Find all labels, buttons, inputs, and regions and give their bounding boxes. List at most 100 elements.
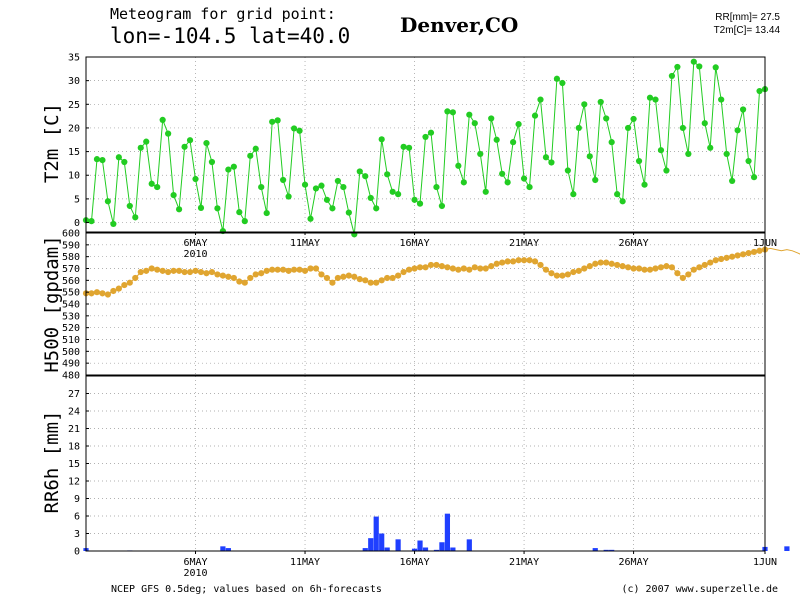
h500-data-point [427, 261, 435, 269]
y-tick-label: 15 [68, 147, 80, 158]
x-tick-label: 11MAY [290, 238, 320, 249]
h500-data-point [400, 268, 407, 276]
x-tick-label: 21MAY [509, 557, 539, 568]
t2m-data-point [433, 183, 440, 191]
h500-data-point [416, 264, 424, 271]
h500-data-point [285, 267, 292, 274]
h500-data-point [93, 289, 101, 296]
footer-copyright: (c) 2007 www.superzelle.de [621, 584, 778, 595]
axes-layer: 0510152025303548049050051052053054055056… [62, 53, 777, 580]
h500-axis-label: H500 [gpdam] [41, 235, 63, 372]
rr-bar [362, 548, 368, 551]
x-tick-label: 16MAY [399, 557, 429, 568]
h500-data-point [712, 257, 719, 264]
t2m-data-point [553, 75, 561, 82]
rr-bar [439, 542, 445, 551]
h500-data-point [646, 266, 654, 273]
h500-data-point [274, 266, 281, 273]
title-line-2: lon=-104.5 lat=40.0 [110, 24, 351, 48]
rr-bar [220, 546, 226, 551]
t2m-data-point [510, 139, 517, 146]
h500-data-point [175, 267, 183, 274]
h500-data-point [619, 263, 626, 270]
h500-data-point [312, 265, 320, 272]
t2m-data-point [652, 96, 659, 103]
rr-bar [422, 547, 429, 551]
t2m-data-point [247, 152, 254, 159]
t2m-data-point [126, 202, 133, 210]
data-layer [82, 58, 800, 551]
h500-data-point [323, 274, 331, 282]
t2m-data-point [515, 121, 522, 128]
t2m-data-point [756, 87, 763, 95]
t2m-data-point [674, 63, 681, 71]
x-tick-label: 26MAY [619, 557, 649, 568]
t2m-data-point [329, 205, 336, 212]
y-tick-label: 500 [62, 347, 80, 358]
h500-data-point [444, 264, 451, 271]
y-tick-label: 27 [68, 389, 80, 400]
y-tick-label: 0 [74, 218, 80, 229]
h500-data-point [701, 261, 708, 269]
h500-data-point [296, 266, 303, 273]
t2m-data-point [482, 188, 489, 195]
x-year-label: 2010 [183, 568, 207, 579]
h500-data-point [143, 267, 150, 274]
y-tick-label: 540 [62, 300, 80, 311]
h500-data-point [110, 287, 117, 295]
t2m-data-point [444, 108, 451, 115]
rr-bar [784, 546, 790, 551]
h500-data-point [197, 268, 205, 276]
rr-bar [395, 539, 401, 551]
h500-data-point [690, 266, 697, 273]
y-tick-label: 560 [62, 276, 80, 287]
h500-data-point [104, 291, 112, 298]
h500-data-point [520, 257, 528, 264]
h500-data-point [537, 261, 544, 269]
t2m-data-point [269, 118, 276, 125]
h500-data-point [318, 271, 325, 278]
h500-data-point [477, 265, 484, 272]
h500-data-point [674, 270, 681, 277]
h500-data-point [499, 259, 506, 266]
t2m-data-point [542, 154, 550, 161]
rr-bar [433, 549, 440, 551]
h500-data-point [449, 265, 456, 272]
h500-data-point [334, 274, 341, 282]
rr-axis-label: RR6h [mm] [41, 411, 63, 514]
rr-bar [379, 533, 385, 551]
rr-bar [411, 548, 418, 551]
rr-bar [609, 549, 615, 551]
h500-data-point [395, 272, 402, 279]
h500-data-point [263, 267, 270, 274]
h500-data-point [685, 271, 692, 278]
t2m-data-point [625, 124, 632, 132]
t2m-data-point [493, 136, 500, 143]
y-tick-label: 510 [62, 335, 80, 346]
x-tick-label: 1JUN [753, 238, 777, 249]
t2m-data-point [88, 218, 95, 225]
y-tick-label: 20 [68, 123, 80, 134]
t2m-data-point [230, 163, 237, 170]
t2m-data-point [323, 196, 331, 203]
t2m-data-point [548, 159, 555, 166]
t2m-data-point [389, 188, 396, 195]
t2m-data-point [252, 145, 259, 152]
h500-data-point [433, 261, 440, 269]
t2m-data-point [663, 167, 670, 174]
rr-bar [384, 547, 390, 551]
t2m-data-point [477, 150, 484, 158]
y-tick-label: 490 [62, 359, 80, 370]
t2m-data-point [422, 133, 429, 141]
h500-data-point [586, 263, 593, 270]
t2m-data-point [181, 143, 188, 150]
t2m-data-point [225, 166, 232, 173]
panel-frame [85, 375, 766, 552]
t2m-data-point [290, 125, 298, 132]
h500-data-point [559, 272, 566, 279]
h500-data-point [438, 263, 446, 270]
y-tick-label: 30 [68, 76, 80, 87]
h500-data-point [230, 274, 237, 282]
h500-data-point [668, 264, 676, 271]
t2m-data-point [712, 64, 719, 71]
